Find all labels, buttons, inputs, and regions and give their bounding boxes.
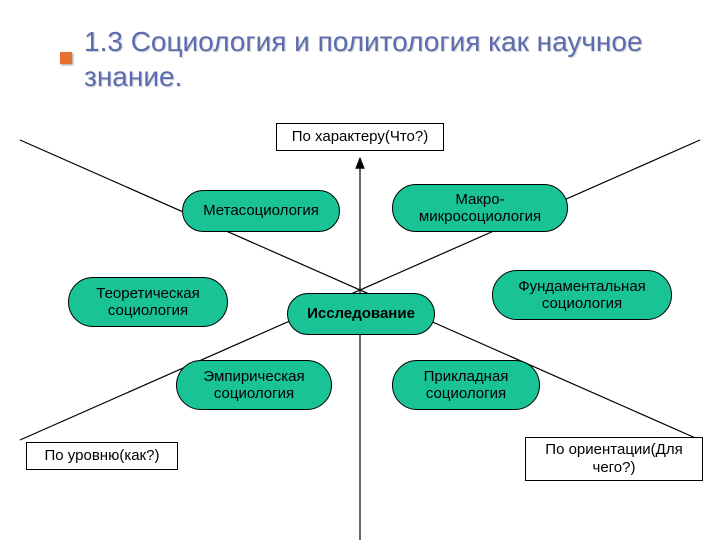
slide-title: 1.3 Социология и политология как научное… bbox=[84, 24, 684, 94]
slide: 1.3 Социология и политология как научное… bbox=[0, 0, 720, 540]
node-metasociology: Метасоциология bbox=[182, 190, 340, 232]
category-box-level: По уровню(как?) bbox=[26, 442, 178, 470]
category-label: По характеру(Что?) bbox=[292, 128, 428, 146]
title-bullet bbox=[60, 52, 72, 64]
node-applied-sociology: Прикладная социология bbox=[392, 360, 540, 410]
node-label: Прикладная социология bbox=[424, 368, 509, 403]
category-box-orientation: По ориентации(Для чего?) bbox=[525, 437, 703, 481]
node-label: Метасоциология bbox=[203, 202, 319, 219]
category-label: По уровню(как?) bbox=[45, 447, 160, 465]
category-label: По ориентации(Для чего?) bbox=[545, 441, 682, 477]
node-label: Фундаментальная социология bbox=[518, 278, 646, 313]
node-label: Эмпирическая социология bbox=[203, 368, 304, 403]
node-fundamental-sociology: Фундаментальная социология bbox=[492, 270, 672, 320]
node-theoretical-sociology: Теоретическая социология bbox=[68, 277, 228, 327]
category-box-character: По характеру(Что?) bbox=[276, 123, 444, 151]
node-label: Теоретическая социология bbox=[96, 285, 199, 320]
node-empirical-sociology: Эмпирическая социология bbox=[176, 360, 332, 410]
node-center-research: Исследование bbox=[287, 293, 435, 335]
node-macro-microsociology: Макро- микросоциология bbox=[392, 184, 568, 232]
node-label: Макро- микросоциология bbox=[419, 191, 541, 226]
node-label: Исследование bbox=[307, 305, 415, 322]
